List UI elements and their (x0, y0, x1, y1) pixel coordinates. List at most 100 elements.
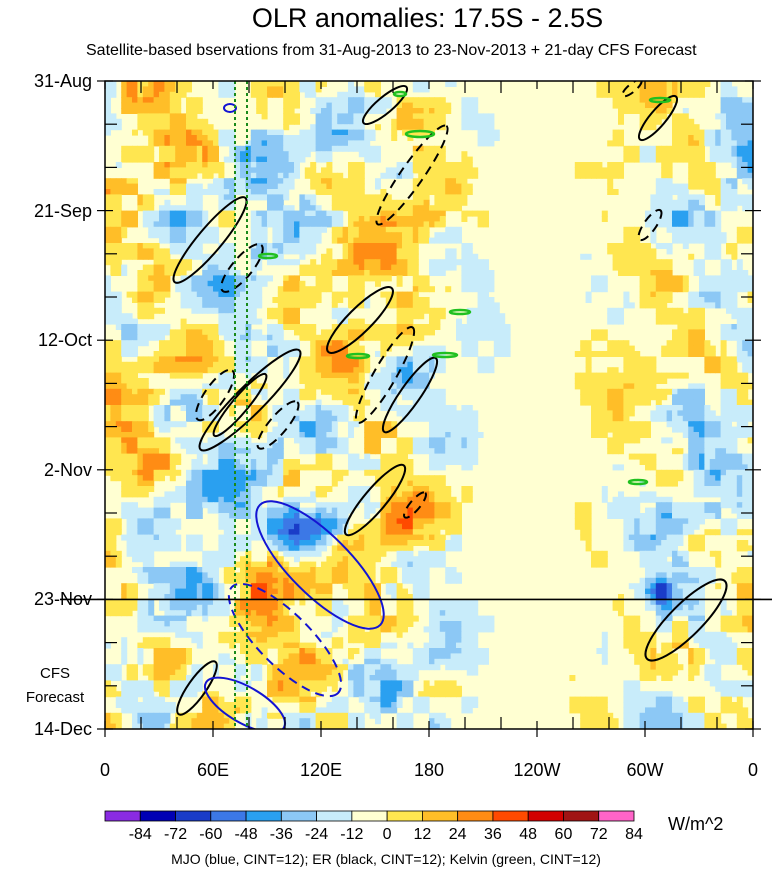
olr-cell (645, 108, 651, 114)
olr-cell (213, 297, 219, 303)
olr-cell (175, 421, 182, 428)
olr-cell (429, 151, 435, 158)
olr-cell (742, 340, 749, 347)
olr-cell (628, 367, 635, 374)
olr-cell (288, 291, 295, 298)
olr-cell (618, 410, 624, 417)
olr-cell (704, 475, 711, 482)
olr-cell (348, 286, 354, 293)
olr-cell (164, 259, 171, 266)
olr-cell (137, 367, 144, 374)
olr-cell (175, 118, 182, 125)
olr-cell (348, 140, 354, 147)
olr-cell (202, 275, 209, 282)
olr-cell (715, 248, 722, 255)
olr-cell (315, 178, 322, 185)
olr-cell (180, 286, 187, 293)
olr-cell (736, 286, 743, 293)
olr-cell (115, 253, 122, 260)
olr-cell (310, 129, 317, 136)
olr-cell (283, 469, 290, 476)
olr-cell (645, 280, 651, 287)
olr-cell (277, 307, 284, 314)
olr-cell (234, 183, 241, 190)
olr-cell (693, 469, 700, 476)
olr-cell (358, 378, 365, 384)
olr-cell (207, 183, 214, 190)
olr-cell (661, 183, 668, 190)
olr-cell (288, 210, 295, 217)
olr-cell (277, 345, 284, 352)
olr-cell (342, 307, 349, 314)
olr-cell (434, 205, 441, 212)
olr-cell (461, 102, 468, 109)
olr-cell (169, 113, 176, 120)
olr-cell (396, 102, 403, 109)
olr-cell (688, 151, 695, 158)
olr-cell (677, 410, 684, 417)
olr-cell (391, 124, 398, 131)
olr-cell (115, 264, 122, 271)
olr-cell (472, 324, 479, 330)
olr-cell (342, 145, 349, 152)
olr-cell (456, 259, 462, 266)
olr-cell (153, 124, 160, 131)
olr-cell (256, 361, 263, 368)
olr-cell (488, 286, 495, 293)
olr-cell (137, 199, 144, 206)
olr-cell (245, 183, 252, 190)
olr-cell (137, 437, 144, 444)
olr-cell (628, 248, 635, 255)
olr-cell (650, 286, 657, 293)
olr-cell (229, 329, 236, 336)
olr-cell (742, 275, 749, 282)
olr-cell (159, 113, 165, 120)
olr-cell (218, 383, 225, 390)
olr-cell (731, 140, 738, 147)
olr-cell (688, 340, 695, 347)
olr-cell (256, 194, 263, 201)
olr-cell (137, 97, 144, 104)
olr-cell (731, 183, 738, 190)
olr-cell (477, 307, 484, 314)
olr-cell (439, 399, 446, 406)
olr-cell (299, 156, 306, 163)
olr-cell (186, 388, 192, 395)
olr-cell (450, 189, 457, 195)
olr-cell (250, 210, 257, 217)
olr-cell (110, 469, 117, 476)
olr-cell (304, 221, 311, 228)
olr-cell (612, 129, 619, 136)
olr-cell (612, 313, 619, 320)
olr-cell (342, 361, 349, 368)
olr-cell (720, 378, 727, 384)
olr-cell (283, 415, 290, 422)
olr-cell (650, 410, 657, 417)
olr-cell (466, 183, 473, 190)
olr-cell (709, 356, 716, 363)
olr-cell (142, 442, 149, 449)
olr-cell (726, 334, 732, 341)
olr-cell (429, 172, 435, 179)
olr-cell (148, 135, 155, 141)
olr-cell (423, 167, 430, 174)
olr-cell (488, 324, 495, 330)
olr-cell (391, 167, 398, 174)
olr-cell (466, 286, 473, 293)
olr-cell (672, 318, 678, 325)
olr-cell (202, 302, 209, 309)
olr-cell (115, 361, 122, 368)
olr-cell (142, 194, 149, 201)
olr-cell (628, 81, 635, 87)
olr-cell (688, 172, 695, 179)
olr-cell (369, 199, 376, 206)
olr-cell (407, 199, 414, 206)
olr-cell (450, 194, 457, 201)
olr-cell (234, 151, 241, 158)
olr-cell (348, 453, 354, 460)
olr-cell (466, 437, 473, 444)
olr-cell (623, 415, 630, 422)
olr-cell (412, 237, 419, 244)
olr-cell (439, 432, 446, 438)
olr-cell (353, 372, 360, 379)
